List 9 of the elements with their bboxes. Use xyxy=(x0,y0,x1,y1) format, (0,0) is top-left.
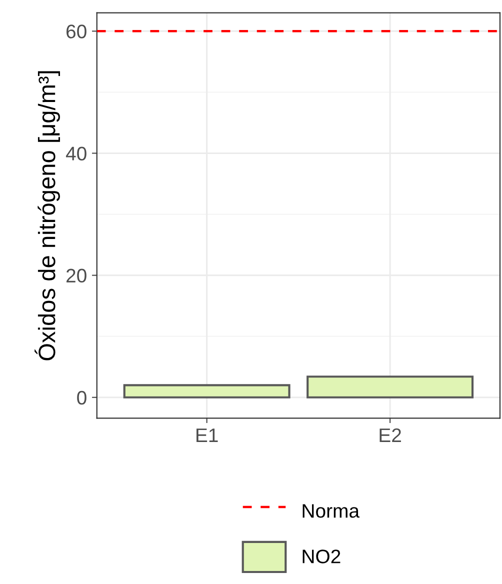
y-tick-label: 0 xyxy=(77,390,86,405)
legend-label: NO2 xyxy=(302,550,340,564)
y-tick-label: 60 xyxy=(66,24,86,38)
legend-label: Norma xyxy=(302,504,360,518)
x-tick-label: E1 xyxy=(196,428,218,442)
y-tick-label: 40 xyxy=(66,146,86,160)
y-axis-title: Óxidos de nitrógeno [μg/m³] xyxy=(34,71,60,360)
x-tick-label: E2 xyxy=(380,428,401,442)
y-tick-label: 20 xyxy=(66,268,86,283)
